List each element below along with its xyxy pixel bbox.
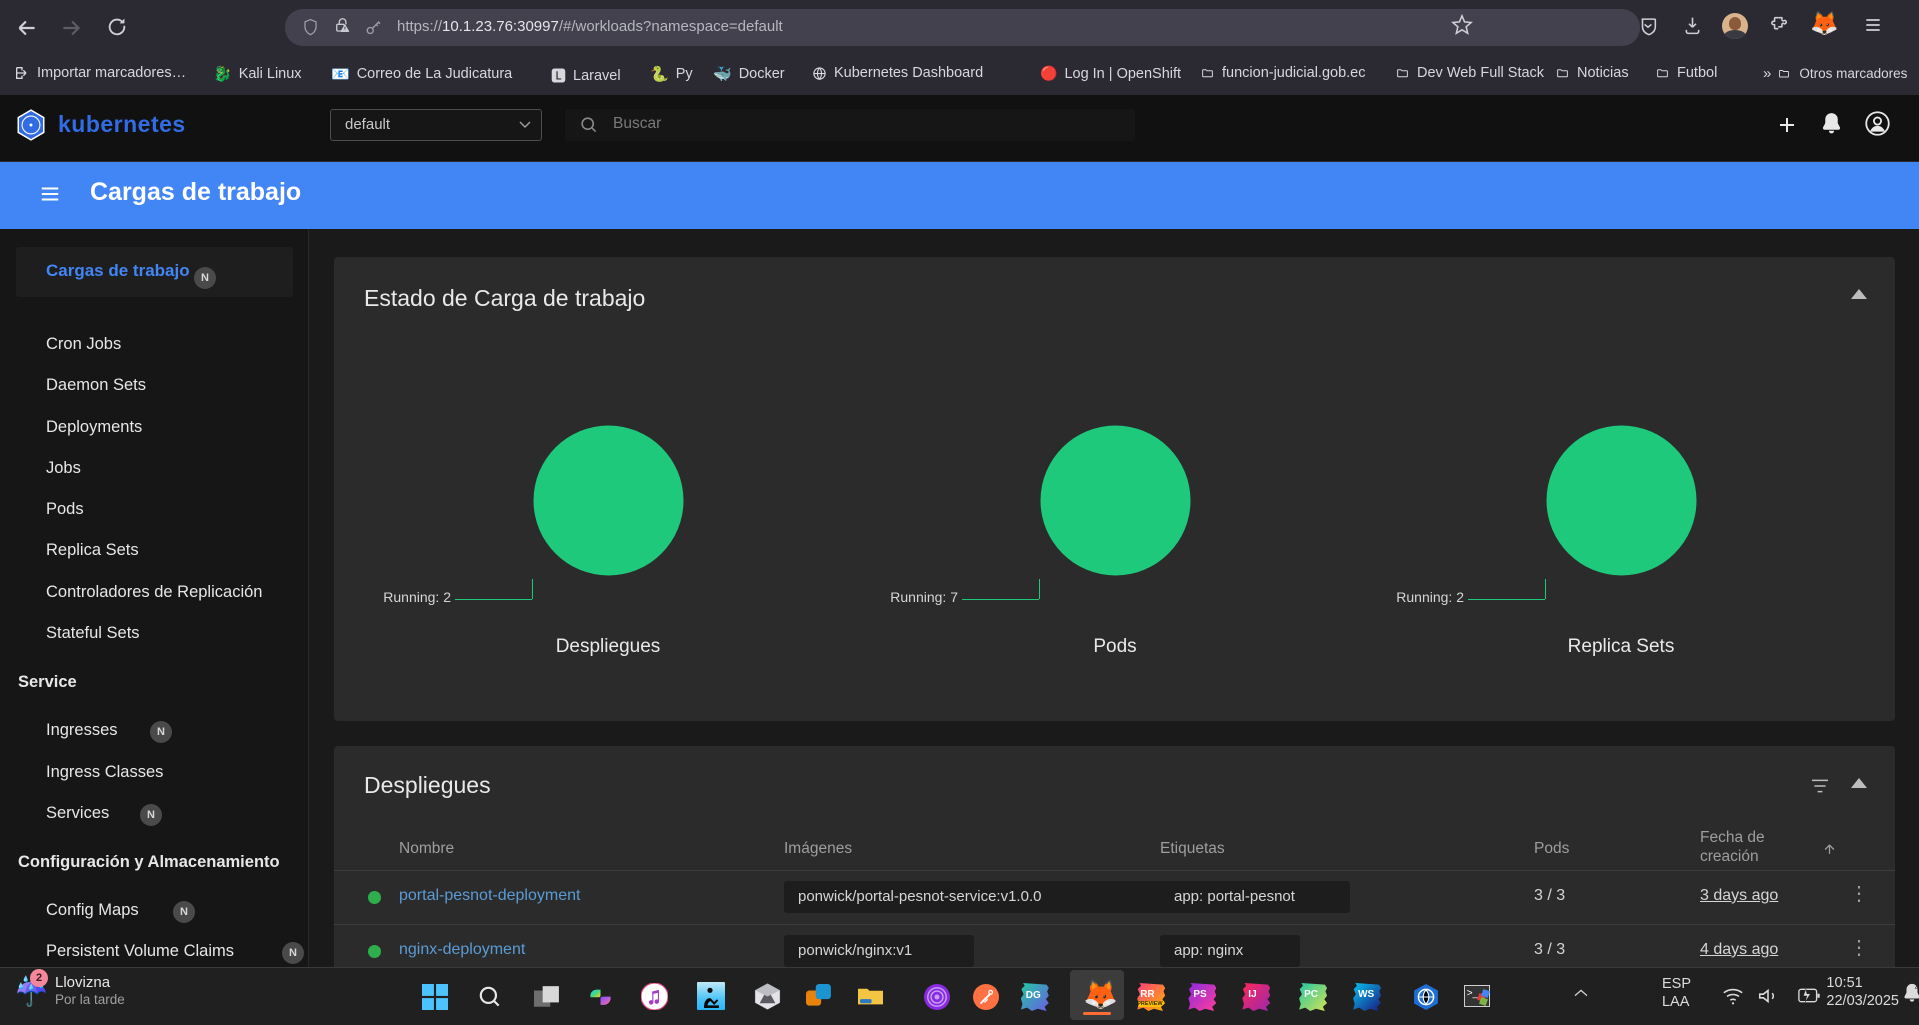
svg-text:Zz: Zz xyxy=(1915,983,1919,990)
